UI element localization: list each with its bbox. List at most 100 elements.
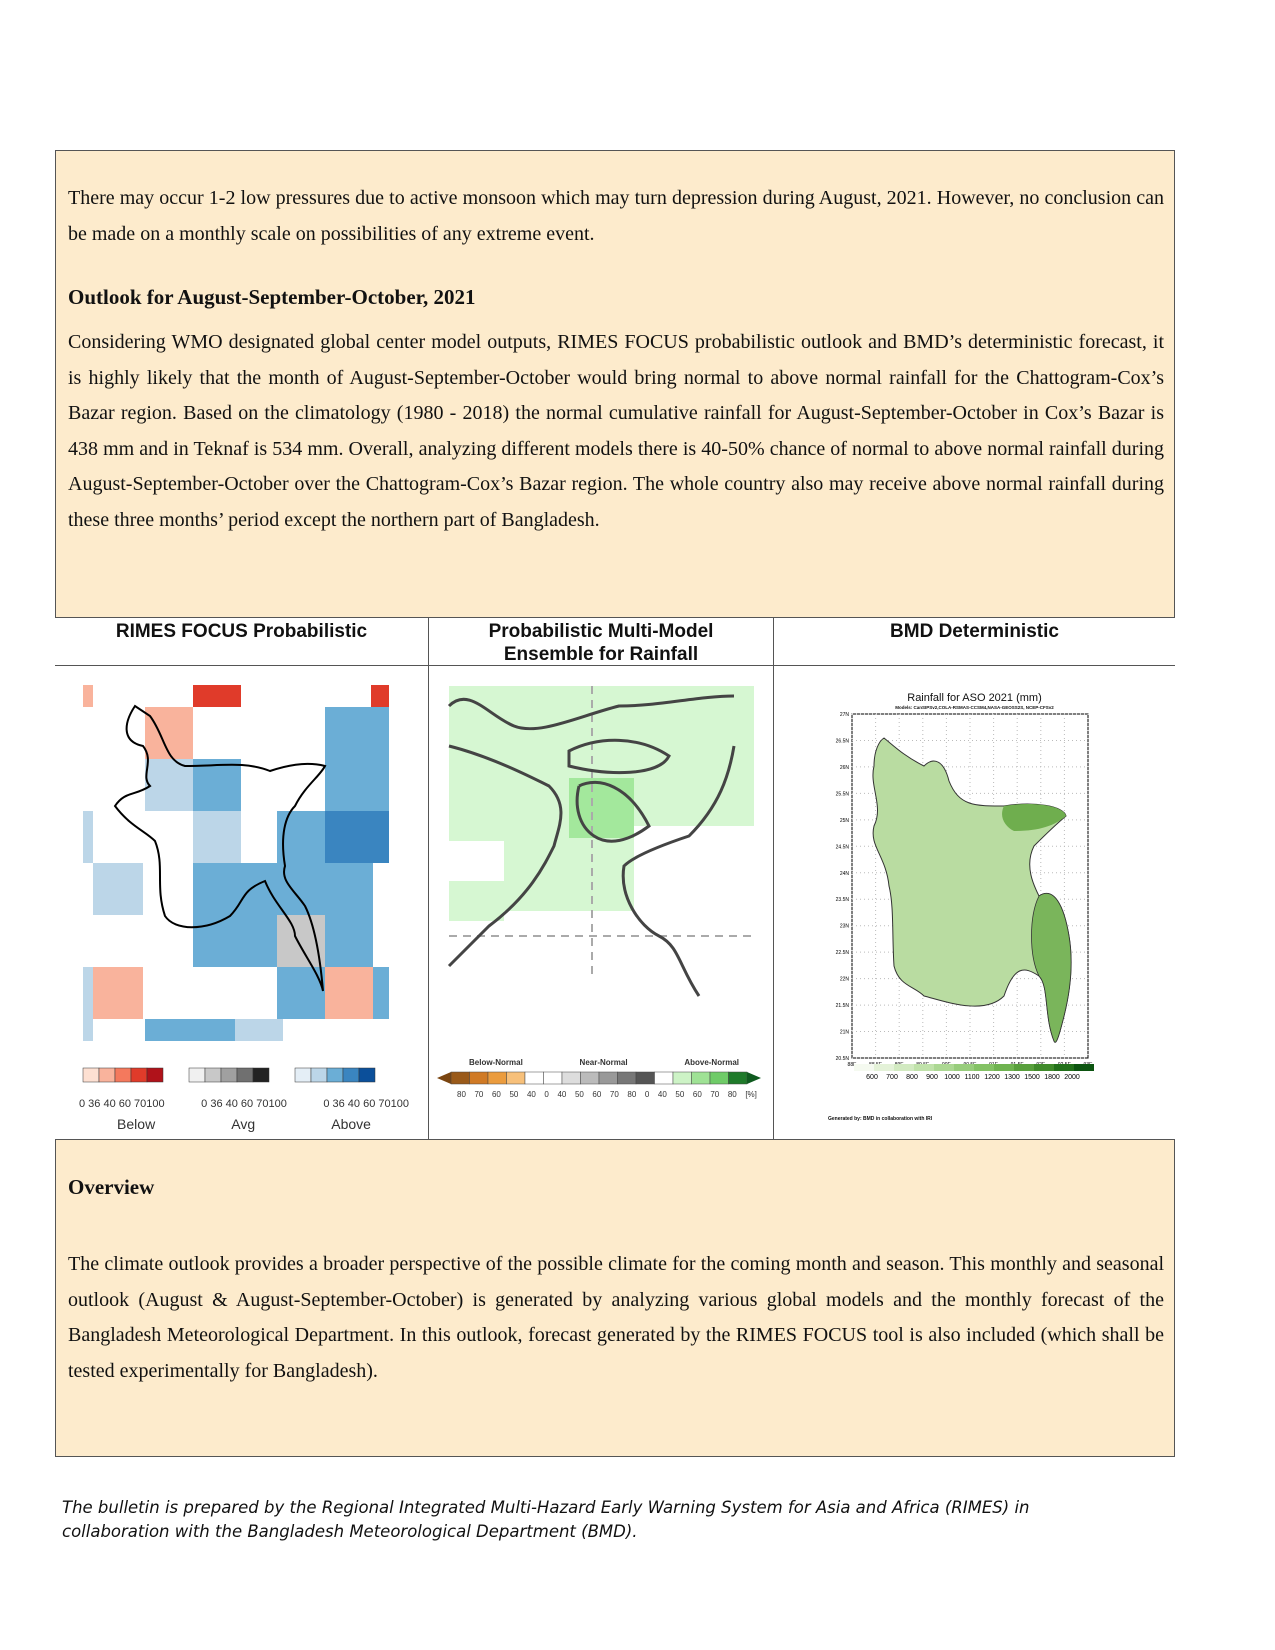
- colorbar-tick: 600: [866, 1074, 878, 1081]
- colorbar-segment: [1034, 1064, 1054, 1071]
- legend-swatch: [252, 1067, 270, 1083]
- grid-cell: [277, 915, 325, 967]
- grid-cell: [145, 707, 193, 759]
- grid-cell: [83, 967, 93, 1019]
- legend-label-below: Below: [117, 1116, 156, 1132]
- legend-swatch: [82, 1067, 100, 1083]
- colorbar-segment: [672, 1071, 692, 1085]
- intro-paragraph: There may occur 1-2 low pressures due to…: [68, 187, 1164, 245]
- legend-group-label: Below-Normal: [469, 1058, 523, 1067]
- colorbar-tick: 1200: [984, 1074, 1000, 1081]
- colorbar-segment: [854, 1064, 874, 1071]
- forecast-maps-table: RIMES FOCUS Probabilistic 0 36 40 60 701…: [55, 617, 1175, 1140]
- legend-tick: 70: [710, 1090, 720, 1099]
- colorbar-segment: [524, 1071, 544, 1085]
- grid-cell: [193, 685, 241, 707]
- legend-swatch: [326, 1067, 344, 1083]
- grid-cell: [235, 1019, 283, 1041]
- colorbar-tick: 900: [926, 1074, 938, 1081]
- grid-cell: [277, 811, 325, 863]
- grid-cell: [193, 759, 241, 811]
- lat-tick: 26N: [840, 765, 850, 771]
- colorbar-segment: [894, 1064, 914, 1071]
- grid-cell: [93, 863, 143, 915]
- colorbar-segment: [635, 1071, 655, 1085]
- rimes-probabilistic-map: [82, 685, 389, 1083]
- lat-tick: 21.5N: [836, 1003, 850, 1009]
- colorbar-segment: [874, 1064, 894, 1071]
- legend-tick: 80: [627, 1090, 637, 1099]
- bmd-column: BMD Deterministic Rainfall for ASO 2021 …: [774, 618, 1175, 1139]
- lat-tick: 21N: [840, 1030, 850, 1036]
- legend-tick: [%]: [745, 1090, 757, 1099]
- legend-tick: 40: [657, 1090, 667, 1099]
- legend-swatch: [358, 1067, 376, 1083]
- colorbar-segment: [728, 1071, 748, 1085]
- overview-paragraph: The climate outlook provides a broader p…: [68, 1253, 1164, 1382]
- colorbar-segment: [914, 1064, 934, 1071]
- legend-tick: 40: [557, 1090, 567, 1099]
- legend-swatch: [310, 1067, 328, 1083]
- colorbar-tick: 1000: [944, 1074, 960, 1081]
- grid-cell: [373, 967, 389, 1019]
- legend-swatch: [146, 1067, 164, 1083]
- legend-tick: 60: [592, 1090, 602, 1099]
- colorbar-tick: 2000: [1064, 1074, 1080, 1081]
- grid-cell: [193, 863, 325, 915]
- colorbar-segment: [654, 1071, 674, 1085]
- bmd-credit: Generated by: BMD in collaboration with …: [828, 1116, 933, 1122]
- lat-tick: 22.5N: [836, 950, 850, 956]
- lat-tick: 24N: [840, 871, 850, 877]
- grid-cell: [145, 759, 193, 811]
- legend-ticks-below: 0 36 40 60 70100: [79, 1098, 165, 1110]
- pmme-header-line1: Probabilistic Multi-Model: [488, 621, 714, 642]
- legend-tick: 80: [727, 1090, 737, 1099]
- legend-tick: 80: [457, 1090, 466, 1099]
- legend-tick: 50: [675, 1090, 685, 1099]
- legend-ticks-avg: 0 36 40 60 70100: [201, 1098, 287, 1110]
- colorbar-arrow-right: [747, 1072, 761, 1084]
- lat-tick: 20.5N: [836, 1056, 850, 1062]
- grid-cell: [277, 967, 325, 1019]
- legend-label-above: Above: [331, 1116, 371, 1132]
- legend-group-label: Above-Normal: [684, 1058, 739, 1067]
- legend-swatch: [342, 1067, 360, 1083]
- colorbar-segment: [506, 1071, 526, 1085]
- legend-swatch: [114, 1067, 132, 1083]
- grid-cell: [83, 1019, 93, 1041]
- legend-tick: 70: [609, 1090, 619, 1099]
- pmme-header: Probabilistic Multi-Model Ensemble for R…: [429, 618, 773, 666]
- colorbar-segment: [561, 1071, 581, 1085]
- overview-heading: Overview: [68, 1175, 155, 1199]
- colorbar-segment: [691, 1071, 711, 1085]
- pmme-column: Probabilistic Multi-Model Ensemble for R…: [429, 618, 774, 1139]
- colorbar-tick: 700: [886, 1074, 898, 1081]
- pmme-header-line2: Ensemble for Rainfall: [503, 644, 699, 665]
- pmme-colorbar: [437, 1071, 761, 1085]
- legend-swatch: [188, 1067, 206, 1083]
- footer-note: The bulletin is prepared by the Regional…: [62, 1498, 1030, 1541]
- legend-swatch: [204, 1067, 222, 1083]
- colorbar-segment: [598, 1071, 618, 1085]
- legend-tick: 60: [692, 1090, 702, 1099]
- grid-cell: [325, 707, 373, 759]
- outlook-heading: Outlook for August-September-October, 20…: [68, 285, 476, 309]
- high-rainfall-zone: [1002, 804, 1066, 831]
- grid-cell: [193, 811, 241, 863]
- legend-ticks-above: 0 36 40 60 70100: [323, 1098, 409, 1110]
- legend-tick: 60: [491, 1090, 501, 1099]
- colorbar-tick: 1100: [964, 1074, 979, 1081]
- pmme-map: [447, 686, 754, 997]
- colorbar-segment: [709, 1071, 729, 1085]
- grid-cell: [325, 759, 389, 811]
- legend-tick: 70: [474, 1090, 484, 1099]
- grid-cell: [83, 811, 93, 863]
- lat-tick: 26.5N: [836, 738, 850, 744]
- legend-group-label: Near-Normal: [579, 1058, 628, 1067]
- colorbar-tick: 1300: [1004, 1074, 1020, 1081]
- lon-tick: 88E: [848, 1062, 858, 1068]
- grid-cell: [93, 967, 143, 1019]
- legend-swatch: [294, 1067, 312, 1083]
- colorbar-segment: [487, 1071, 507, 1085]
- colorbar-segment: [450, 1071, 470, 1085]
